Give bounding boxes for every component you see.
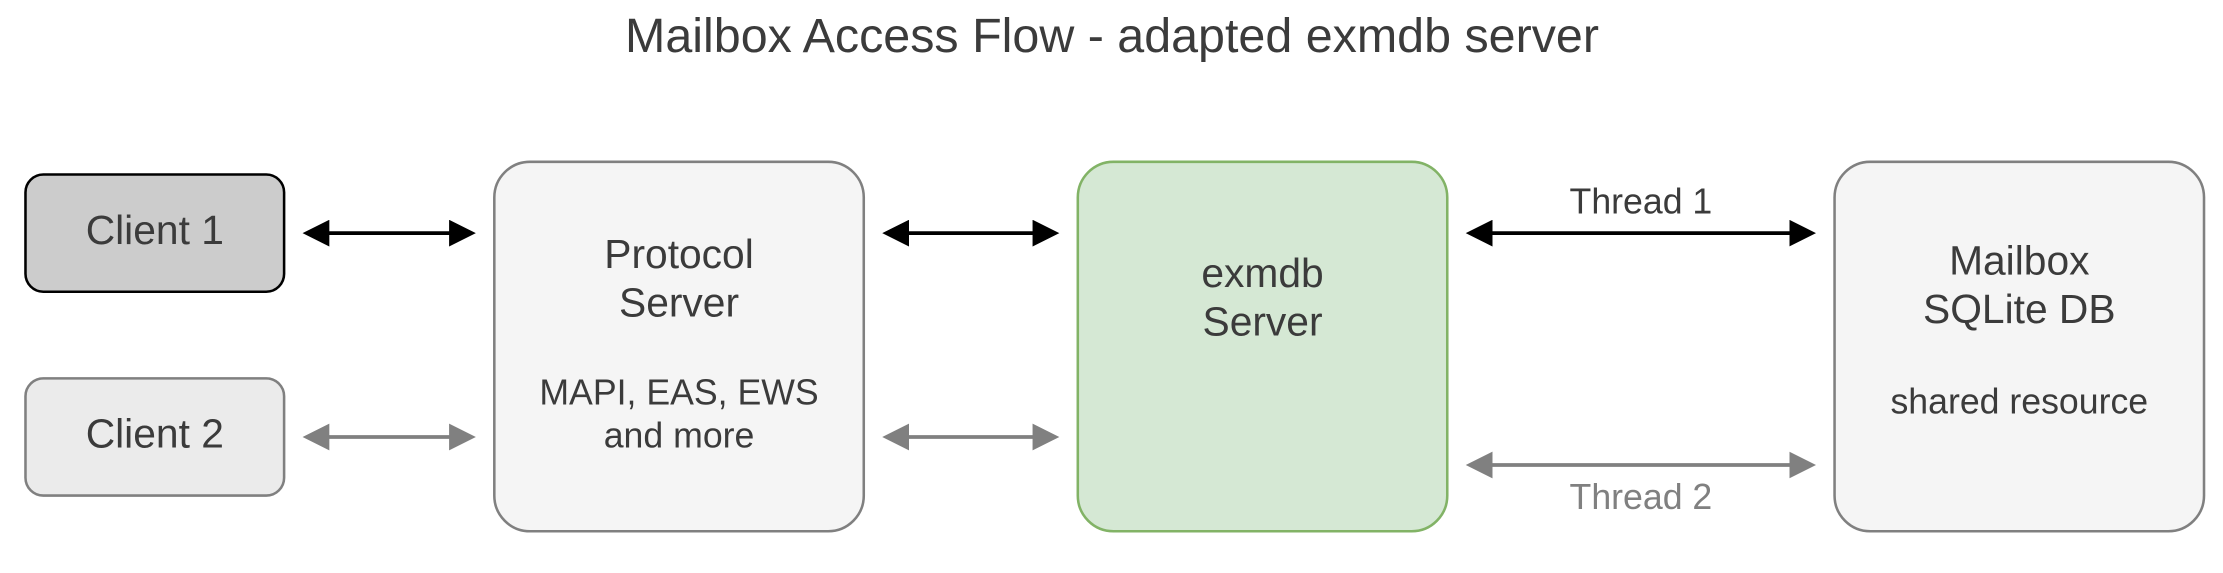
exmdb-node [1078, 162, 1447, 531]
protocol-node [494, 162, 863, 531]
mailbox-node [1835, 162, 2204, 531]
exmdb_db_bot-label: Thread 2 [1570, 477, 1713, 517]
client1-label: Client 1 [86, 207, 224, 253]
client2-label: Client 2 [86, 411, 224, 457]
protocol-line1: Protocol [604, 231, 754, 277]
protocol-line3: MAPI, EAS, EWS [539, 372, 818, 412]
exmdb-line1: exmdb [1201, 250, 1323, 296]
mailbox-line1: Mailbox [1949, 237, 2089, 283]
protocol-line4: and more [604, 416, 755, 456]
exmdb-line2: Server [1203, 299, 1323, 345]
mailbox-line2: SQLite DB [1923, 286, 2116, 332]
exmdb_db_top-label: Thread 1 [1570, 181, 1713, 221]
flow-diagram: Mailbox Access Flow - adapted exmdb serv… [0, 0, 2223, 573]
protocol-line2: Server [619, 280, 739, 326]
mailbox-line3: shared resource [1890, 381, 2148, 421]
diagram-title: Mailbox Access Flow - adapted exmdb serv… [625, 9, 1599, 63]
